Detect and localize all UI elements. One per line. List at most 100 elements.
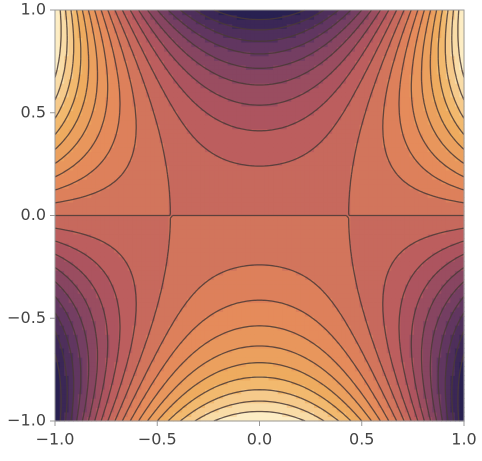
contour-fill (95, 247, 102, 253)
contour-fill (286, 329, 292, 335)
contour-fill (254, 188, 261, 194)
contour-fill (191, 370, 197, 376)
contour-fill (159, 178, 165, 185)
contour-fill (236, 366, 242, 372)
contour-fill (109, 302, 115, 308)
contour-fill (141, 119, 147, 125)
contour-fill (136, 393, 142, 399)
contour-fill (123, 115, 129, 121)
contour-fill (259, 220, 265, 226)
contour-fill (195, 128, 202, 134)
contour-fill (154, 69, 161, 75)
contour-fill (55, 325, 61, 331)
contour-fill (286, 60, 292, 66)
contour-fill (300, 19, 306, 25)
contour-fill (64, 315, 70, 322)
contour-fill (164, 411, 170, 418)
contour-fill (245, 174, 252, 180)
contour-fill (182, 137, 188, 144)
contour-fill (173, 197, 179, 203)
contour-fill (182, 210, 188, 217)
contour-fill (259, 306, 265, 312)
contour-fill (141, 133, 147, 139)
contour-fill (168, 274, 174, 281)
contour-fill (273, 270, 279, 276)
contour-fill (64, 215, 70, 221)
contour-fill (123, 320, 129, 326)
contour-fill (200, 311, 206, 317)
contour-fill (200, 274, 206, 281)
contour-fill (159, 274, 165, 281)
contour-fill (154, 315, 161, 322)
contour-fill (195, 101, 202, 107)
contour-fill (104, 393, 111, 399)
contour-fill (214, 183, 220, 189)
contour-fill (250, 10, 256, 16)
contour-fill (73, 247, 79, 253)
contour-fill (204, 215, 211, 221)
contour-fill (286, 311, 292, 317)
contour-fill (218, 274, 224, 281)
contour-fill (73, 78, 79, 84)
contour-fill (214, 416, 220, 422)
contour-fill (304, 416, 311, 422)
contour-fill (214, 352, 220, 358)
contour-fill (100, 357, 106, 363)
contour-fill (250, 320, 256, 326)
contour-fill (286, 115, 292, 121)
contour-fill (200, 238, 206, 244)
contour-fill (182, 28, 188, 34)
contour-fill (241, 233, 247, 239)
contour-fill (227, 265, 233, 271)
contour-fill (254, 183, 261, 189)
contour-fill (109, 357, 115, 363)
contour-fill (55, 384, 61, 390)
contour-fill (109, 252, 115, 258)
contour-fill (104, 389, 111, 395)
contour-fill (195, 306, 202, 312)
contour-fill (182, 119, 188, 125)
contour-fill (250, 192, 256, 198)
contour-fill (86, 124, 92, 130)
contour-fill (68, 83, 74, 89)
contour-fill (86, 256, 92, 262)
contour-fill (186, 238, 192, 244)
contour-fill (127, 96, 133, 102)
contour-fill (232, 384, 238, 390)
contour-fill (159, 32, 165, 38)
contour-fill (282, 206, 288, 212)
contour-fill (118, 137, 124, 144)
contour-fill (195, 197, 202, 203)
contour-fill (236, 32, 242, 38)
contour-fill (236, 115, 242, 121)
contour-fill (182, 398, 188, 404)
contour-fill (204, 229, 211, 235)
contour-fill (95, 169, 102, 175)
contour-fill (200, 169, 206, 175)
contour-fill (241, 83, 247, 89)
contour-fill (154, 142, 161, 148)
contour-fill (186, 174, 192, 180)
contour-fill (82, 41, 88, 48)
contour-fill (195, 242, 202, 249)
contour-fill (195, 37, 202, 43)
contour-fill (245, 73, 252, 80)
contour-fill (295, 115, 301, 121)
contour-fill (132, 352, 138, 358)
contour-fill (164, 302, 170, 308)
contour-fill (300, 402, 306, 408)
contour-fill (295, 265, 301, 271)
contour-fill (164, 220, 170, 226)
contour-fill (154, 238, 161, 244)
contour-fill (145, 115, 152, 121)
contour-fill (118, 169, 124, 175)
contour-fill (214, 329, 220, 335)
contour-fill (177, 160, 183, 166)
contour-fill (150, 375, 156, 381)
contour-fill (77, 28, 83, 34)
contour-fill (282, 19, 288, 25)
contour-fill (186, 329, 192, 335)
contour-fill (300, 375, 306, 381)
contour-fill (141, 128, 147, 134)
contour-fill (77, 311, 83, 317)
